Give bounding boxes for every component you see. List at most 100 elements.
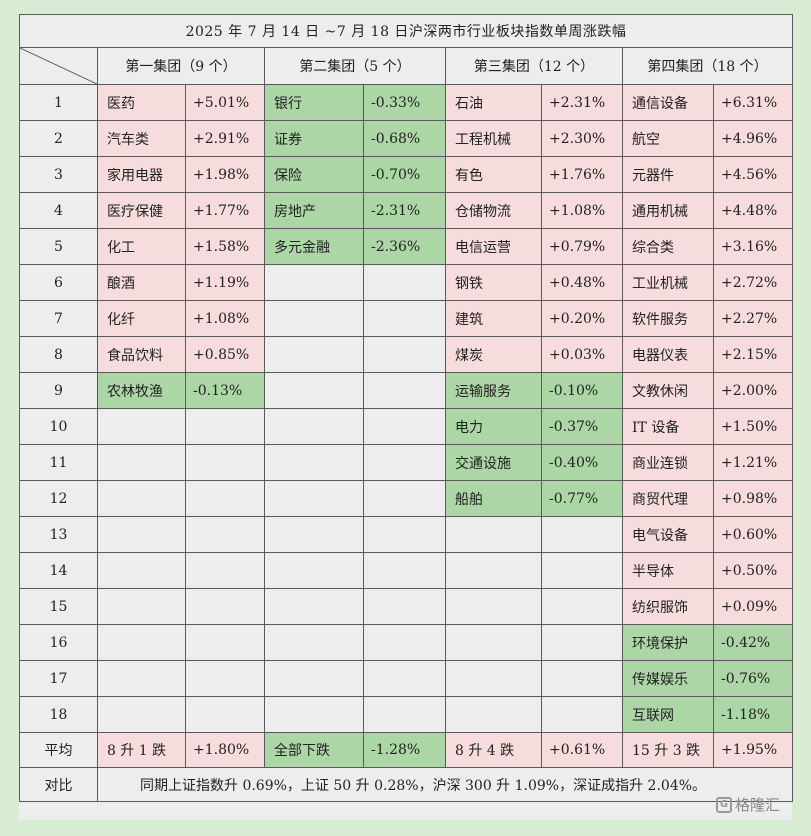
sector-name: [445, 588, 542, 625]
sector-change: +3.16%: [712, 228, 794, 265]
sector-change: +0.85%: [185, 336, 265, 373]
sector-change: -0.37%: [541, 408, 623, 445]
average-row: 平均 8 升 1 跌 +1.80% 全部下跌 -1.28% 8 升 4 跌 +0.61% 15…: [19, 732, 794, 768]
sector-name: [445, 552, 542, 589]
row-index: 12: [19, 480, 98, 517]
sector-name: 纺织服饰: [622, 588, 714, 625]
sector-change: +2.27%: [712, 300, 794, 337]
sector-name: [264, 408, 364, 445]
sector-name: [97, 408, 186, 445]
sector-change: [363, 696, 446, 733]
sector-change: [541, 660, 623, 697]
sector-change: -0.42%: [712, 624, 794, 661]
sector-change: +1.77%: [185, 192, 265, 229]
table-row: 12 船舶 -0.77% 商贸代理 +0.98%: [19, 480, 794, 517]
sector-change: [363, 408, 446, 445]
sector-name: 交通设施: [445, 444, 542, 481]
sector-name: 文教休闲: [622, 372, 714, 409]
sector-name: 医药: [97, 84, 186, 121]
sector-name: [264, 444, 364, 481]
group-header-4: 第四集团（18 个）: [621, 47, 794, 85]
sector-name: [264, 372, 364, 409]
average-summary: 8 升 1 跌: [97, 732, 186, 768]
corner-cell: [19, 47, 98, 85]
sector-name: 化纤: [97, 300, 186, 337]
sector-change: -0.76%: [712, 660, 794, 697]
table-row: 3 家用电器 +1.98% 保险 -0.70% 有色 +1.76% 元器件 +4.56%: [19, 156, 794, 193]
sector-performance-table: 2025 年 7 月 14 日 ~7 月 18 日沪深两市行业板块指数单周涨跌幅…: [18, 14, 794, 802]
sector-name: [445, 696, 542, 733]
sector-change: -0.10%: [541, 372, 623, 409]
sector-change: [363, 660, 446, 697]
sector-change: [541, 588, 623, 625]
sector-change: -1.18%: [712, 696, 794, 733]
sector-change: +1.19%: [185, 264, 265, 301]
sector-change: -0.13%: [185, 372, 265, 409]
comparison-text: 同期上证指数升 0.69%，上证 50 升 0.28%，沪深 300 升 1.0…: [96, 767, 794, 802]
sector-name: IT 设备: [622, 408, 714, 445]
sector-name: [97, 624, 186, 661]
sector-change: [363, 336, 446, 373]
sector-change: [363, 624, 446, 661]
sector-name: 商业连锁: [622, 444, 714, 481]
table-row: 1 医药 +5.01% 银行 -0.33% 石油 +2.31% 通信设备 +6.31%: [19, 84, 794, 121]
comparison-label: 对比: [19, 767, 98, 802]
average-summary: 全部下跌: [264, 732, 364, 768]
sector-change: -0.40%: [541, 444, 623, 481]
sector-name: [97, 516, 186, 553]
sector-change: +2.31%: [541, 84, 623, 121]
sector-name: 食品饮料: [97, 336, 186, 373]
sector-name: 航空: [622, 120, 714, 157]
sector-name: [264, 624, 364, 661]
sector-name: 半导体: [622, 552, 714, 589]
row-index: 8: [19, 336, 98, 373]
sector-name: [264, 588, 364, 625]
sector-change: +2.91%: [185, 120, 265, 157]
sector-change: [185, 516, 265, 553]
sector-change: +0.09%: [712, 588, 794, 625]
sector-change: -2.31%: [363, 192, 446, 229]
sector-name: [264, 336, 364, 373]
row-index: 15: [19, 588, 98, 625]
sector-name: 电力: [445, 408, 542, 445]
sector-change: +1.76%: [541, 156, 623, 193]
group-header-3: 第三集团（12 个）: [445, 47, 623, 85]
row-index: 18: [19, 696, 98, 733]
row-index: 14: [19, 552, 98, 589]
sector-change: +6.31%: [712, 84, 794, 121]
sector-change: [541, 696, 623, 733]
sector-change: +1.08%: [185, 300, 265, 337]
table-row: 10 电力 -0.37% IT 设备 +1.50%: [19, 408, 794, 445]
row-index: 16: [19, 624, 98, 661]
sector-change: [185, 480, 265, 517]
sector-change: +0.48%: [541, 264, 623, 301]
sector-change: +4.96%: [712, 120, 794, 157]
average-change: +0.61%: [541, 732, 623, 768]
table-row: 6 酿酒 +1.19% 钢铁 +0.48% 工业机械 +2.72%: [19, 264, 794, 301]
sector-name: 农林牧渔: [97, 372, 186, 409]
sector-name: [264, 696, 364, 733]
sector-name: [264, 480, 364, 517]
row-index: 2: [19, 120, 98, 157]
sector-change: [541, 552, 623, 589]
row-index: 13: [19, 516, 98, 553]
sector-name: 环境保护: [622, 624, 714, 661]
sector-name: 房地产: [264, 192, 364, 229]
sector-change: [363, 480, 446, 517]
average-summary: 8 升 4 跌: [445, 732, 542, 768]
sector-name: [97, 552, 186, 589]
sector-change: [363, 264, 446, 301]
row-index: 3: [19, 156, 98, 193]
row-index: 7: [19, 300, 98, 337]
table-row: 15 纺织服饰 +0.09%: [19, 588, 794, 625]
sector-name: 通用机械: [622, 192, 714, 229]
sector-name: [97, 480, 186, 517]
sector-name: 有色: [445, 156, 542, 193]
group-header-row: 第一集团（9 个） 第二集团（5 个） 第三集团（12 个） 第四集团（18 个…: [19, 47, 794, 85]
comparison-row: 对比 同期上证指数升 0.69%，上证 50 升 0.28%，沪深 300 升 1…: [19, 767, 794, 802]
table-row: 11 交通设施 -0.40% 商业连锁 +1.21%: [19, 444, 794, 481]
sector-change: [363, 552, 446, 589]
average-summary: 15 升 3 跌: [622, 732, 714, 768]
sector-change: +1.50%: [712, 408, 794, 445]
table-row: 8 食品饮料 +0.85% 煤炭 +0.03% 电器仪表 +2.15%: [19, 336, 794, 373]
